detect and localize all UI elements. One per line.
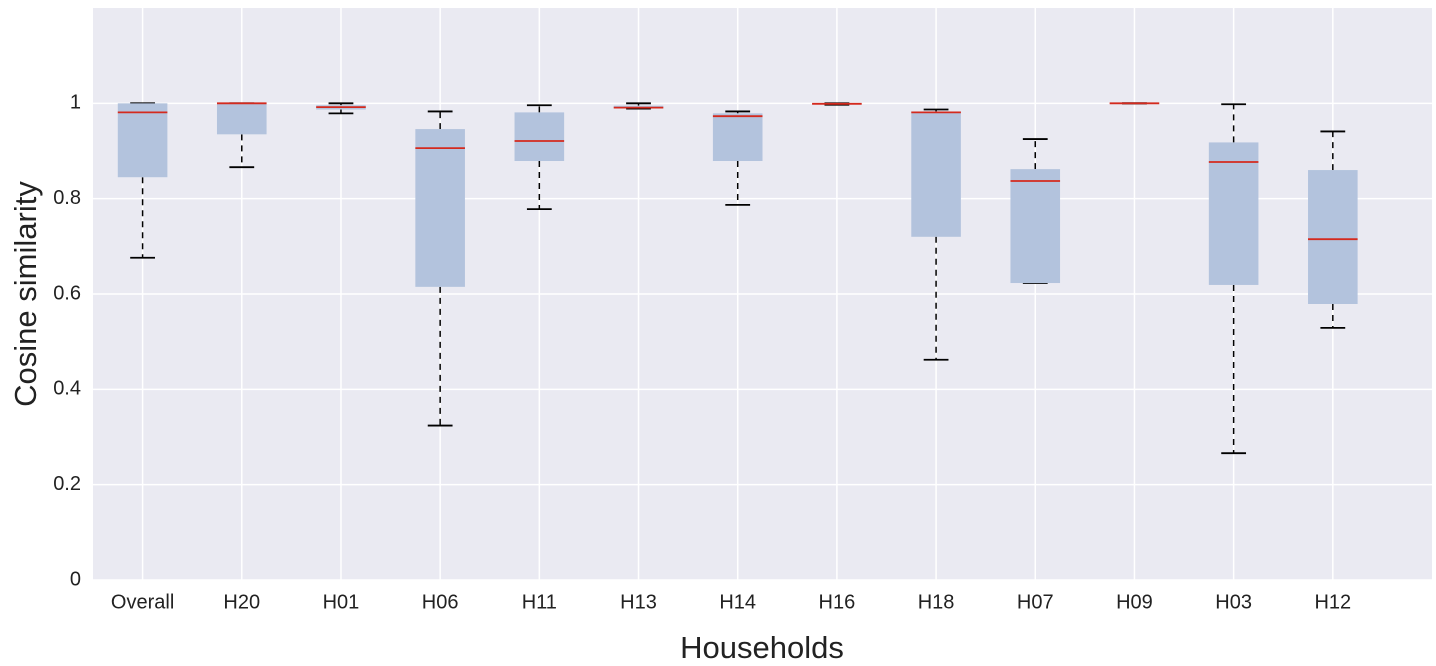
- y-axis-label: Cosine similarity: [8, 181, 43, 407]
- y-tick-label: 0.8: [53, 187, 81, 209]
- box: [514, 112, 565, 162]
- x-tick-label: H07: [1017, 591, 1054, 613]
- y-tick-label: 1: [70, 92, 81, 114]
- x-tick-label: H14: [719, 591, 756, 613]
- box: [117, 103, 168, 178]
- x-tick-label: H09: [1116, 591, 1153, 613]
- box: [911, 111, 961, 237]
- box: [216, 103, 267, 135]
- x-axis-label: Households: [680, 630, 844, 665]
- x-tick-label: Overall: [111, 591, 174, 613]
- box: [1308, 170, 1358, 305]
- x-tick-label: H11: [522, 591, 557, 613]
- y-tick-label: 0: [70, 568, 81, 590]
- box: [1010, 169, 1061, 284]
- x-tick-label: H16: [819, 591, 856, 613]
- x-tick-label: H12: [1314, 591, 1351, 613]
- box: [712, 113, 763, 162]
- box: [415, 129, 465, 287]
- x-tick-label: H13: [620, 591, 657, 613]
- x-tick-label: H18: [918, 591, 955, 613]
- y-tick-label: 0.6: [53, 282, 81, 304]
- y-tick-label: 0.4: [53, 378, 81, 400]
- x-tick-label: H06: [422, 591, 459, 613]
- x-tick-label: H01: [323, 591, 360, 613]
- box: [1208, 142, 1259, 285]
- x-tick-label: H03: [1215, 591, 1252, 613]
- x-tick-label: H20: [223, 591, 260, 613]
- y-tick-label: 0.2: [53, 473, 81, 495]
